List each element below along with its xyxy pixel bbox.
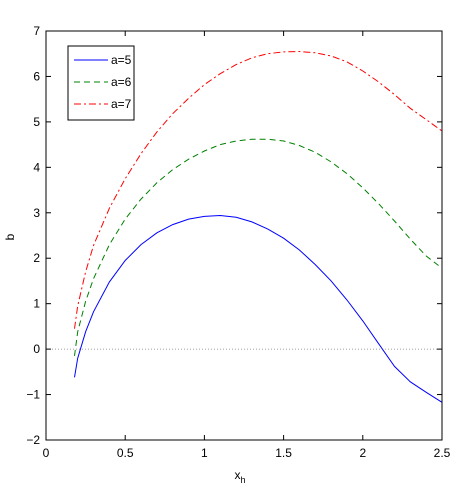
tick-layer: 0 0.5 1 1.5 2 2.5 −2 −1 0 1 2 3 4 5 6 7 bbox=[26, 24, 450, 460]
y-tick-label: 7 bbox=[33, 24, 40, 38]
series-layer bbox=[74, 50, 443, 403]
legend-items: a=5 a=6 a=7 bbox=[74, 53, 132, 111]
series-line-3 bbox=[74, 50, 443, 329]
x-tick-label: 1 bbox=[201, 446, 208, 460]
y-tick-label: 1 bbox=[33, 297, 40, 311]
y-tick-label: 4 bbox=[33, 160, 40, 174]
legend: a=5 a=6 a=7 bbox=[67, 45, 135, 121]
y-tick-label: −2 bbox=[26, 433, 40, 447]
x-axis-label-main: x bbox=[234, 468, 240, 482]
x-tick-label: 0.5 bbox=[117, 446, 134, 460]
x-tick-label: 2 bbox=[359, 446, 366, 460]
y-axis-label: b bbox=[3, 233, 17, 240]
y-tick-label: 6 bbox=[33, 69, 40, 83]
legend-label-2: a=6 bbox=[111, 75, 132, 89]
x-tick-label: 2.5 bbox=[434, 446, 451, 460]
y-tick-label: 5 bbox=[33, 115, 40, 129]
legend-label-1: a=5 bbox=[111, 53, 132, 67]
x-tick-label: 0 bbox=[43, 446, 50, 460]
x-axis-label-subscript: h bbox=[240, 475, 245, 485]
series-line-2 bbox=[74, 138, 443, 356]
series-line-1 bbox=[74, 214, 443, 403]
x-axis-label: xh bbox=[234, 468, 245, 485]
legend-box bbox=[67, 45, 135, 121]
y-tick-label: 3 bbox=[33, 206, 40, 220]
plot-frame bbox=[45, 30, 443, 441]
y-tick-label: 2 bbox=[33, 251, 40, 265]
legend-label-3: a=7 bbox=[111, 97, 132, 111]
x-tick-label: 1.5 bbox=[275, 446, 292, 460]
y-tick-label: 0 bbox=[33, 342, 40, 356]
y-tick-label: −1 bbox=[26, 388, 40, 402]
